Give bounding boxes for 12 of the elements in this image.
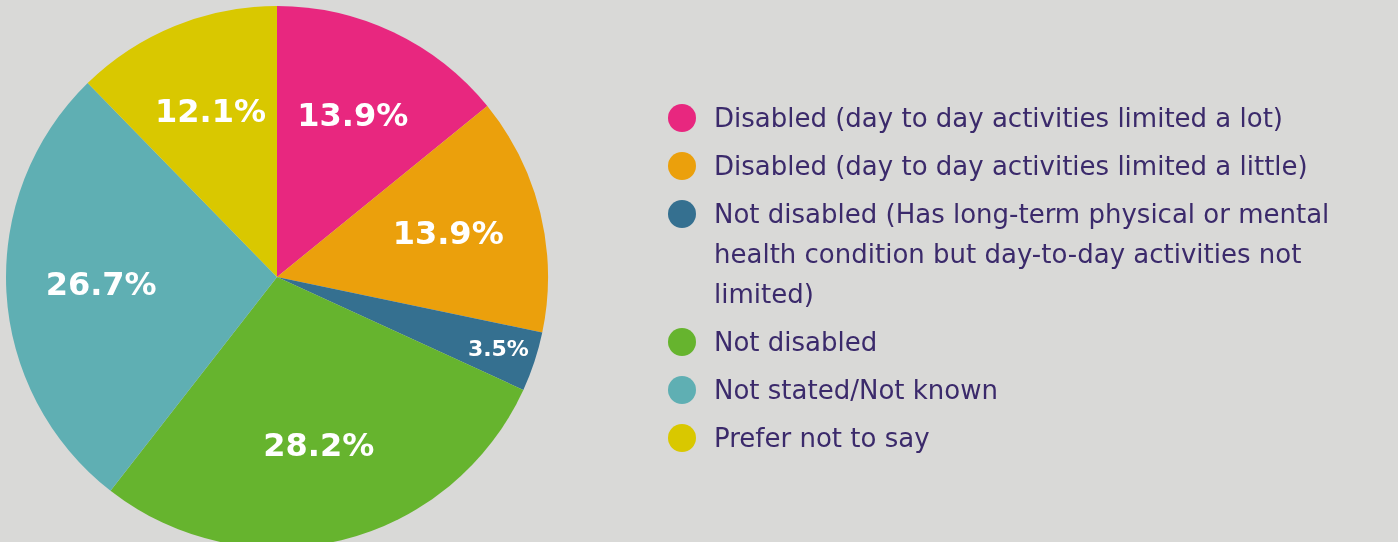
data-label: 13.9% xyxy=(392,213,504,252)
legend-label: Not disabled xyxy=(714,326,878,359)
data-label: 3.5% xyxy=(467,335,529,361)
data-label: 13.9% xyxy=(297,96,409,135)
legend-label: Prefer not to say xyxy=(714,422,930,455)
legend-label: Not disabled (Has long-term physical or mental health condition but day-to-day activities not limited) xyxy=(714,198,1331,311)
legend-label: Not stated/Not known xyxy=(714,374,998,407)
data-label: 28.2% xyxy=(263,426,375,465)
legend-label: Disabled (day to day activities limited a lot) xyxy=(714,102,1284,135)
data-label: 12.1% xyxy=(155,92,267,131)
data-label: 26.7% xyxy=(45,265,157,304)
legend-label: Disabled (day to day activities limited a little) xyxy=(714,150,1308,183)
